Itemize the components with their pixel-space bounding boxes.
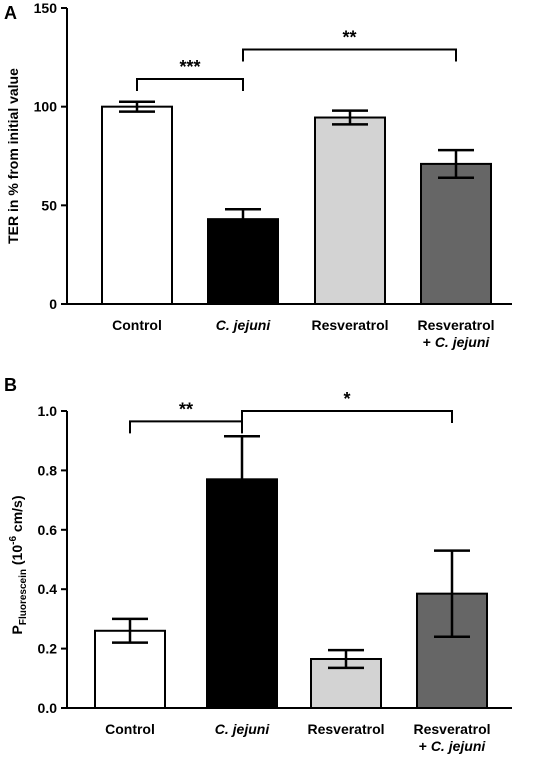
panel-a: A TER in % from initial value 050100150 … [4, 0, 512, 350]
x-tick-label: Resveratrol [311, 317, 388, 333]
significance-label: *** [179, 57, 200, 77]
y-tick-label: 1.0 [38, 403, 58, 419]
y-tick-label: 0.4 [38, 581, 58, 597]
x-tick-label: Resveratrol [417, 317, 494, 333]
panel-a-x-labels: Control C. jejuni Resveratrol Resveratrol+ … [112, 317, 494, 350]
significance-bracket [136, 78, 244, 92]
significance-bracket [242, 48, 457, 62]
bar [310, 657, 382, 709]
significance-bracket [241, 410, 453, 423]
x-tick-label-line2: + C. jejuni [419, 738, 487, 754]
panel-a-bars [101, 105, 492, 305]
panel-a-label: A [4, 3, 17, 23]
y-tick-label: 0.2 [38, 641, 58, 657]
panel-b-significance: *** [129, 389, 453, 434]
y-tick-label: 0.8 [38, 462, 58, 478]
significance-label: * [343, 389, 350, 409]
significance-bracket [129, 420, 243, 434]
panel-b-error-bars [112, 434, 470, 670]
panel-b-label: B [4, 375, 17, 395]
y-tick-label: 0.0 [38, 700, 58, 716]
x-tick-label: Control [112, 317, 162, 333]
x-tick-label-line2: + C. jejuni [423, 334, 491, 350]
y-tick-label: 100 [34, 99, 58, 115]
panel-b-bars [94, 478, 488, 710]
x-tick-label: Control [105, 721, 155, 737]
y-tick-label: 0.6 [38, 522, 58, 538]
panel-b-y-axis-label: PFluorescein (10-6 cm/s) [8, 496, 29, 635]
y-tick-label: 50 [41, 197, 57, 213]
x-tick-label: Resveratrol [307, 721, 384, 737]
significance-label: ** [179, 399, 193, 419]
panel-b-x-labels: Control C. jejuni Resveratrol Resveratrol+ … [105, 721, 490, 754]
x-tick-label: C. jejuni [216, 317, 272, 333]
panel-a-significance: ***** [136, 27, 457, 92]
bar [101, 105, 173, 305]
x-tick-label: Resveratrol [413, 721, 490, 737]
y-tick-label: 150 [34, 0, 58, 16]
bar [207, 218, 279, 305]
panel-b: B PFluorescein (10-6 cm/s) 0.00.20.40.60… [4, 375, 512, 754]
panel-a-error-bars [119, 100, 474, 231]
panel-b-y-ticks: 0.0 0.2 0.4 0.6 0.8 1.0 [38, 403, 67, 716]
panel-a-y-axis-label: TER in % from initial value [5, 68, 21, 244]
significance-label: ** [342, 27, 356, 47]
x-tick-label: C. jejuni [215, 721, 271, 737]
bar [314, 116, 386, 305]
y-tick-label: 0 [49, 296, 57, 312]
bar [420, 162, 492, 305]
panel-a-y-ticks: 0 50 100 150 [34, 0, 67, 312]
